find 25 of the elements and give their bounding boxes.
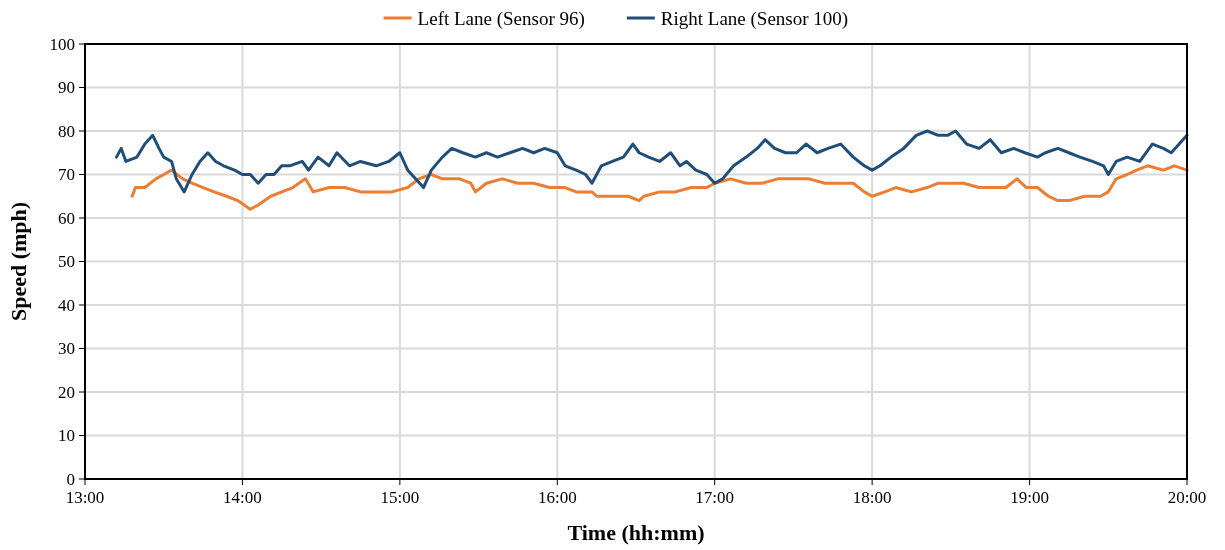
- line-series: [130, 164, 1189, 211]
- x-tick-label: 16:00: [537, 488, 577, 507]
- y-tick-label: 50: [58, 252, 75, 272]
- x-tick-label: 19:00: [1010, 488, 1049, 507]
- x-tick-label: 13:00: [65, 488, 105, 507]
- y-tick-label: 90: [58, 78, 75, 98]
- y-tick-label: 20: [58, 382, 75, 402]
- y-tick-label: 40: [58, 295, 75, 315]
- x-tick-label: 14:00: [223, 488, 262, 507]
- line-series: [114, 129, 1189, 194]
- y-tick-label: 80: [58, 121, 75, 141]
- x-axis-title: Time (hh:mm): [567, 520, 705, 545]
- x-tick-label: 18:00: [852, 488, 892, 507]
- x-tick-label: 17:00: [695, 488, 735, 507]
- legend-label: Right Lane (Sensor 100): [660, 7, 849, 30]
- y-tick-label: 10: [58, 426, 75, 446]
- y-tick-label: 30: [58, 339, 75, 359]
- y-axis-title: Speed (mph): [6, 201, 31, 322]
- legend-label: Left Lane (Sensor 96): [417, 7, 585, 30]
- y-tick-label: 70: [58, 165, 75, 185]
- x-tick-label: 15:00: [380, 488, 420, 507]
- y-tick-label: 60: [58, 208, 75, 228]
- y-tick-label: 0: [66, 469, 75, 489]
- y-tick-label: 100: [49, 34, 75, 54]
- x-tick-label: 20:00: [1167, 488, 1207, 507]
